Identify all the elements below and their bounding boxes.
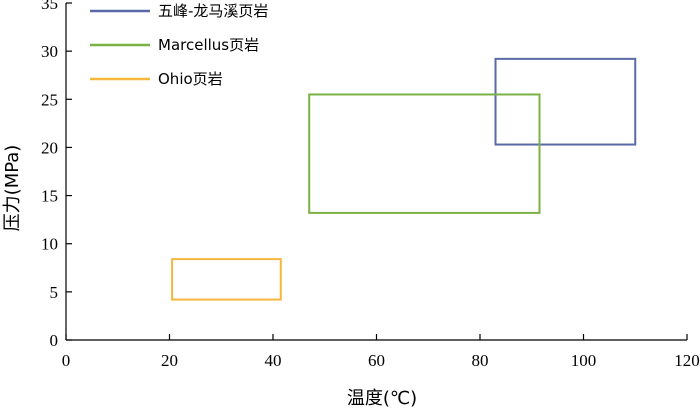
y-tick-label: 30 (41, 42, 58, 61)
region-box-1 (308, 93, 541, 214)
legend: 五峰-龙马溪页岩 Marcellus页岩 Ohio页岩 (90, 2, 268, 88)
y-tick-label: 35 (41, 0, 58, 13)
x-tick-label: 20 (161, 351, 178, 370)
legend-label: 五峰-龙马溪页岩 (158, 2, 268, 20)
y-tick-label: 5 (50, 283, 59, 302)
x-axis-title: 温度(℃) (347, 388, 417, 409)
y-tick-label: 0 (50, 331, 59, 350)
x-tick-label: 120 (674, 351, 700, 370)
y-axis-title: 压力(MPa) (2, 145, 23, 232)
x-tick-label: 60 (368, 351, 385, 370)
y-tick-label: 15 (41, 187, 58, 206)
x-tick-label: 80 (472, 351, 489, 370)
y-tick-label: 10 (41, 235, 58, 254)
legend-label: Ohio页岩 (158, 70, 223, 88)
x-tick-label: 40 (265, 351, 282, 370)
data-regions (171, 57, 637, 301)
axes: 0 20 40 60 80 100 120 0 5 10 15 20 25 30 35 (41, 0, 700, 370)
x-tick-label: 100 (571, 351, 597, 370)
y-tick-label: 20 (41, 138, 58, 157)
region-box-0 (494, 57, 637, 146)
x-tick-label: 0 (62, 351, 71, 370)
y-tick-label: 25 (41, 90, 58, 109)
legend-label: Marcellus页岩 (158, 36, 259, 54)
region-box-2 (171, 258, 282, 301)
